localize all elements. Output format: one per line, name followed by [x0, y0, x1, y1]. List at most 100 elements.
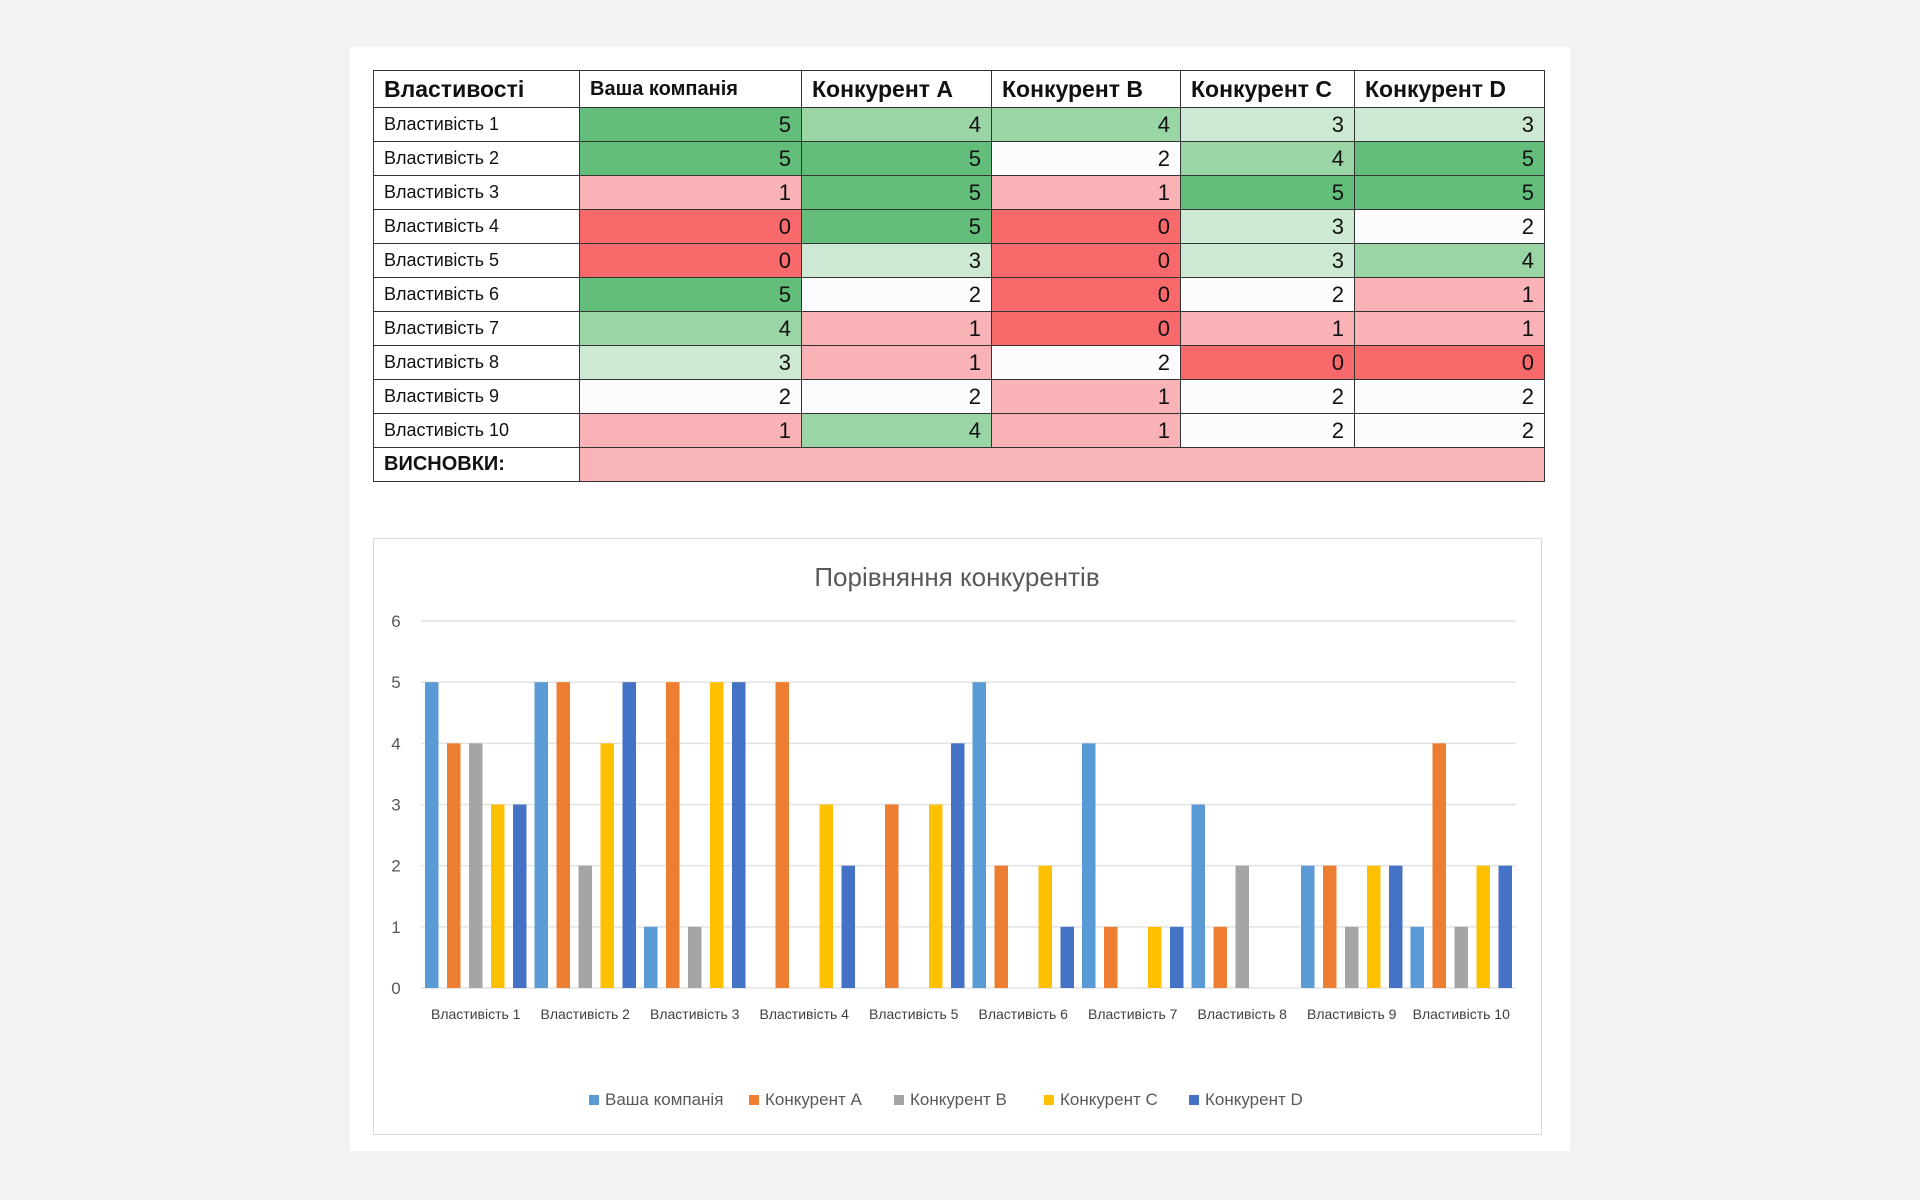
score-cell[interactable]: 0	[579, 243, 802, 278]
score-cell[interactable]: 2	[1354, 413, 1545, 448]
conclusions-cell[interactable]	[579, 447, 1545, 482]
score-cell[interactable]: 5	[579, 141, 802, 176]
column-header: Ваша компанія	[579, 70, 802, 108]
x-tick-label: Властивість 10	[1413, 1006, 1510, 1022]
score-cell[interactable]: 2	[1180, 277, 1355, 312]
property-label: Властивість 4	[373, 209, 580, 244]
bar-конкурент-a	[885, 804, 899, 988]
score-cell[interactable]: 1	[1180, 311, 1355, 346]
score-cell[interactable]: 5	[1354, 175, 1545, 210]
score-cell[interactable]: 2	[991, 141, 1181, 176]
x-tick-label: Властивість 1	[431, 1006, 521, 1022]
legend-swatch	[749, 1095, 759, 1105]
bar-конкурент-c	[600, 743, 614, 988]
property-label: Властивість 8	[373, 345, 580, 380]
bar-ваша-компанія	[1301, 865, 1315, 988]
score-cell[interactable]: 0	[1354, 345, 1545, 380]
bar-ваша-компанія	[972, 682, 986, 988]
legend-label: Конкурент A	[765, 1090, 862, 1109]
score-cell[interactable]: 1	[991, 175, 1181, 210]
bar-конкурент-a	[556, 682, 570, 988]
score-cell[interactable]: 3	[579, 345, 802, 380]
score-cell[interactable]: 2	[1354, 379, 1545, 414]
property-label: Властивість 5	[373, 243, 580, 278]
score-cell[interactable]: 0	[579, 209, 802, 244]
score-cell[interactable]: 5	[1354, 141, 1545, 176]
bar-ваша-компанія	[1191, 804, 1205, 988]
bar-ваша-компанія	[534, 682, 548, 988]
bar-конкурент-a	[1432, 743, 1446, 988]
legend-label: Конкурент B	[910, 1090, 1007, 1109]
bar-конкурент-a	[775, 682, 789, 988]
score-cell[interactable]: 0	[991, 311, 1181, 346]
property-label: Властивість 6	[373, 277, 580, 312]
score-cell[interactable]: 0	[1180, 345, 1355, 380]
score-cell[interactable]: 4	[1354, 243, 1545, 278]
competitor-table: Властивості Ваша компанія Конкурент A Конку…	[373, 70, 1545, 482]
score-cell[interactable]: 2	[991, 345, 1181, 380]
bar-конкурент-a	[1213, 926, 1227, 988]
bar-конкурент-b	[688, 926, 702, 988]
x-tick-label: Властивість 4	[760, 1006, 850, 1022]
bar-конкурент-d	[951, 743, 965, 988]
score-cell[interactable]: 4	[991, 107, 1181, 142]
legend-label: Конкурент C	[1060, 1090, 1158, 1109]
score-cell[interactable]: 5	[801, 175, 992, 210]
score-cell[interactable]: 1	[991, 379, 1181, 414]
score-cell[interactable]: 4	[579, 311, 802, 346]
bar-конкурент-c	[929, 804, 943, 988]
score-cell[interactable]: 5	[579, 277, 802, 312]
bar-конкурент-d	[841, 865, 855, 988]
bar-конкурент-a	[666, 682, 680, 988]
bar-конкурент-c	[1367, 865, 1381, 988]
bar-конкурент-c	[819, 804, 833, 988]
bar-конкурент-c	[1476, 865, 1490, 988]
x-tick-label: Властивість 9	[1307, 1006, 1397, 1022]
score-cell[interactable]: 4	[1180, 141, 1355, 176]
score-cell[interactable]: 2	[1180, 379, 1355, 414]
score-cell[interactable]: 4	[801, 107, 992, 142]
legend-swatch	[1044, 1095, 1054, 1105]
bar-конкурент-b	[578, 865, 592, 988]
bar-ваша-компанія	[425, 682, 439, 988]
score-cell[interactable]: 2	[801, 277, 992, 312]
score-cell[interactable]: 0	[991, 277, 1181, 312]
score-cell[interactable]: 5	[1180, 175, 1355, 210]
score-cell[interactable]: 1	[579, 413, 802, 448]
score-cell[interactable]: 2	[1354, 209, 1545, 244]
score-cell[interactable]: 1	[801, 345, 992, 380]
bar-конкурент-b	[469, 743, 483, 988]
bar-конкурент-d	[1498, 865, 1512, 988]
score-cell[interactable]: 3	[1180, 209, 1355, 244]
score-cell[interactable]: 5	[801, 141, 992, 176]
score-cell[interactable]: 2	[579, 379, 802, 414]
bar-конкурент-a	[1104, 926, 1118, 988]
score-cell[interactable]: 1	[1354, 311, 1545, 346]
column-header: Конкурент A	[801, 70, 992, 108]
column-header: Конкурент C	[1180, 70, 1355, 108]
score-cell[interactable]: 0	[991, 209, 1181, 244]
score-cell[interactable]: 3	[801, 243, 992, 278]
score-cell[interactable]: 0	[991, 243, 1181, 278]
score-cell[interactable]: 4	[801, 413, 992, 448]
score-cell[interactable]: 1	[991, 413, 1181, 448]
legend-swatch	[894, 1095, 904, 1105]
score-cell[interactable]: 3	[1180, 107, 1355, 142]
column-header: Конкурент D	[1354, 70, 1545, 108]
property-label: Властивість 7	[373, 311, 580, 346]
score-cell[interactable]: 1	[1354, 277, 1545, 312]
score-cell[interactable]: 1	[579, 175, 802, 210]
conclusions-label: ВИСНОВКИ:	[373, 447, 580, 482]
score-cell[interactable]: 2	[1180, 413, 1355, 448]
score-cell[interactable]: 2	[801, 379, 992, 414]
score-cell[interactable]: 1	[801, 311, 992, 346]
score-cell[interactable]: 3	[1180, 243, 1355, 278]
y-tick-label: 6	[391, 612, 400, 631]
score-cell[interactable]: 5	[801, 209, 992, 244]
score-cell[interactable]: 5	[579, 107, 802, 142]
score-cell[interactable]: 3	[1354, 107, 1545, 142]
